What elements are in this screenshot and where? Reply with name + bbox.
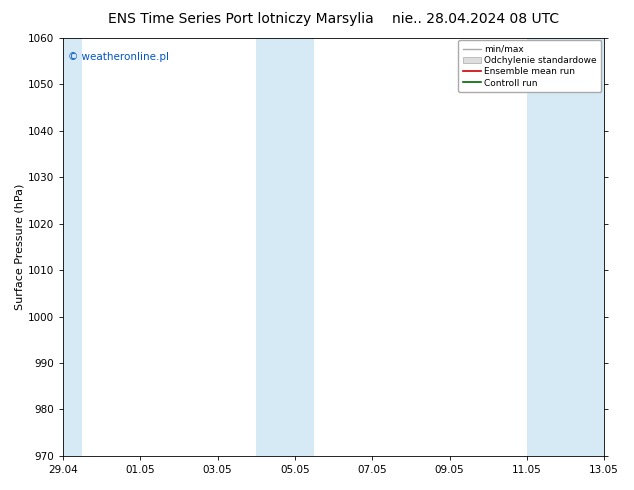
Legend: min/max, Odchylenie standardowe, Ensemble mean run, Controll run: min/max, Odchylenie standardowe, Ensembl… <box>458 40 602 92</box>
Bar <box>63 38 82 456</box>
Y-axis label: Surface Pressure (hPa): Surface Pressure (hPa) <box>15 184 25 310</box>
Text: nie.. 28.04.2024 08 UTC: nie.. 28.04.2024 08 UTC <box>392 12 559 26</box>
Text: © weatheronline.pl: © weatheronline.pl <box>68 52 169 62</box>
Bar <box>256 38 314 456</box>
Text: ENS Time Series Port lotniczy Marsylia: ENS Time Series Port lotniczy Marsylia <box>108 12 374 26</box>
Bar <box>527 38 604 456</box>
